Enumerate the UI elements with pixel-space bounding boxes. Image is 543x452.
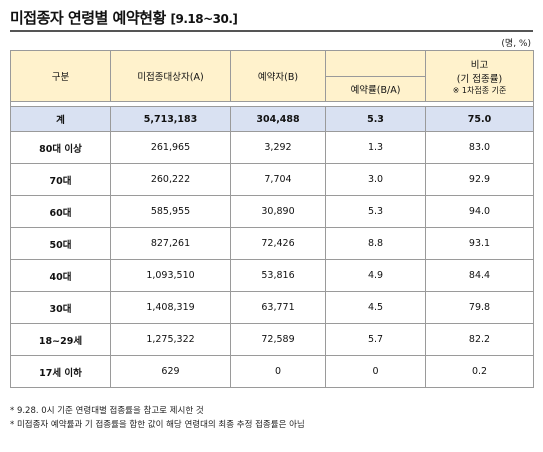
- page-title: 미접종자 연령별 예약현황 [9.18~30.]: [10, 8, 533, 29]
- row-reserved: 30,890: [230, 195, 326, 228]
- row-unvaccinated: 585,955: [110, 195, 231, 228]
- row-reserved: 53,816: [230, 259, 326, 292]
- row-reserved: 63,771: [230, 291, 326, 324]
- row-rate: 1.3: [325, 131, 426, 164]
- row-label: 17세 이하: [10, 355, 111, 388]
- row-rate: 5.7: [325, 323, 426, 356]
- row-note: 93.1: [425, 227, 534, 260]
- title-bar: 미접종자 연령별 예약현황 [9.18~30.]: [10, 8, 533, 32]
- footnote: * 9.28. 0시 기준 연령대별 접종률을 참고로 제시한 것: [10, 406, 204, 416]
- row-rate: 5.3: [325, 195, 426, 228]
- row-rate: 4.9: [325, 259, 426, 292]
- row-label: 80대 이상: [10, 131, 111, 164]
- row-unvaccinated: 827,261: [110, 227, 231, 260]
- row-unvaccinated: 261,965: [110, 131, 231, 164]
- row-rate: 3.0: [325, 163, 426, 196]
- row-label: 18~29세: [10, 323, 111, 356]
- row-label: 30대: [10, 291, 111, 324]
- row-rate: 0: [325, 355, 426, 388]
- title-period: [9.18~30.]: [170, 12, 238, 26]
- spacer: [10, 101, 534, 107]
- table-row: 50대 827,261 72,426 8.8 93.1: [10, 227, 534, 260]
- header-group: 구분: [10, 50, 111, 102]
- row-unvaccinated: 1,093,510: [110, 259, 231, 292]
- total-note: 75.0: [425, 106, 534, 132]
- footnote: * 미접종자 예약률과 기 접종률을 합한 값이 해당 연령대의 최종 추정 접…: [10, 420, 305, 430]
- row-rate: 4.5: [325, 291, 426, 324]
- row-note: 94.0: [425, 195, 534, 228]
- row-note: 84.4: [425, 259, 534, 292]
- table-row: 60대 585,955 30,890 5.3 94.0: [10, 195, 534, 228]
- table-row: 80대 이상 261,965 3,292 1.3 83.0: [10, 131, 534, 164]
- total-rate: 5.3: [325, 106, 426, 132]
- row-reserved: 72,426: [230, 227, 326, 260]
- header-rate-top: [325, 50, 426, 77]
- table-row: 40대 1,093,510 53,816 4.9 84.4: [10, 259, 534, 292]
- row-unvaccinated: 1,408,319: [110, 291, 231, 324]
- total-row: 계 5,713,183 304,488 5.3 75.0: [10, 106, 534, 132]
- header-note-sub2: ※ 1차접종 기준: [452, 85, 507, 95]
- unit-label: (명, %): [501, 39, 531, 49]
- row-rate: 8.8: [325, 227, 426, 260]
- reservation-table: 구분 미접종대상자(A) 예약자(B) 비고 (기 접종률) ※ 1차접종 기준…: [10, 50, 534, 388]
- row-note: 92.9: [425, 163, 534, 196]
- table-row: 18~29세 1,275,322 72,589 5.7 82.2: [10, 323, 534, 356]
- title-text: 미접종자 연령별 예약현황: [10, 9, 166, 27]
- row-note: 0.2: [425, 355, 534, 388]
- row-note: 83.0: [425, 131, 534, 164]
- header-unvaccinated: 미접종대상자(A): [110, 50, 231, 102]
- header-note-sub1: (기 접종률): [456, 73, 503, 85]
- table-row: 30대 1,408,319 63,771 4.5 79.8: [10, 291, 534, 324]
- row-label: 70대: [10, 163, 111, 196]
- header-reserved: 예약자(B): [230, 50, 326, 102]
- header-note: 비고 (기 접종률) ※ 1차접종 기준: [425, 50, 534, 102]
- total-label: 계: [10, 106, 111, 132]
- row-note: 79.8: [425, 291, 534, 324]
- header-note-main: 비고: [470, 59, 489, 71]
- table-row: 17세 이하 629 0 0 0.2: [10, 355, 534, 388]
- header-rate: 예약률(B/A): [325, 76, 426, 102]
- table-row: 70대 260,222 7,704 3.0 92.9: [10, 163, 534, 196]
- row-label: 40대: [10, 259, 111, 292]
- footnotes: * 9.28. 0시 기준 연령대별 접종률을 참고로 제시한 것 * 미접종자…: [10, 404, 533, 432]
- row-unvaccinated: 260,222: [110, 163, 231, 196]
- row-note: 82.2: [425, 323, 534, 356]
- row-unvaccinated: 1,275,322: [110, 323, 231, 356]
- row-label: 50대: [10, 227, 111, 260]
- total-reserved: 304,488: [230, 106, 326, 132]
- row-reserved: 72,589: [230, 323, 326, 356]
- row-label: 60대: [10, 195, 111, 228]
- row-reserved: 7,704: [230, 163, 326, 196]
- row-unvaccinated: 629: [110, 355, 231, 388]
- row-reserved: 0: [230, 355, 326, 388]
- row-reserved: 3,292: [230, 131, 326, 164]
- total-unvaccinated: 5,713,183: [110, 106, 231, 132]
